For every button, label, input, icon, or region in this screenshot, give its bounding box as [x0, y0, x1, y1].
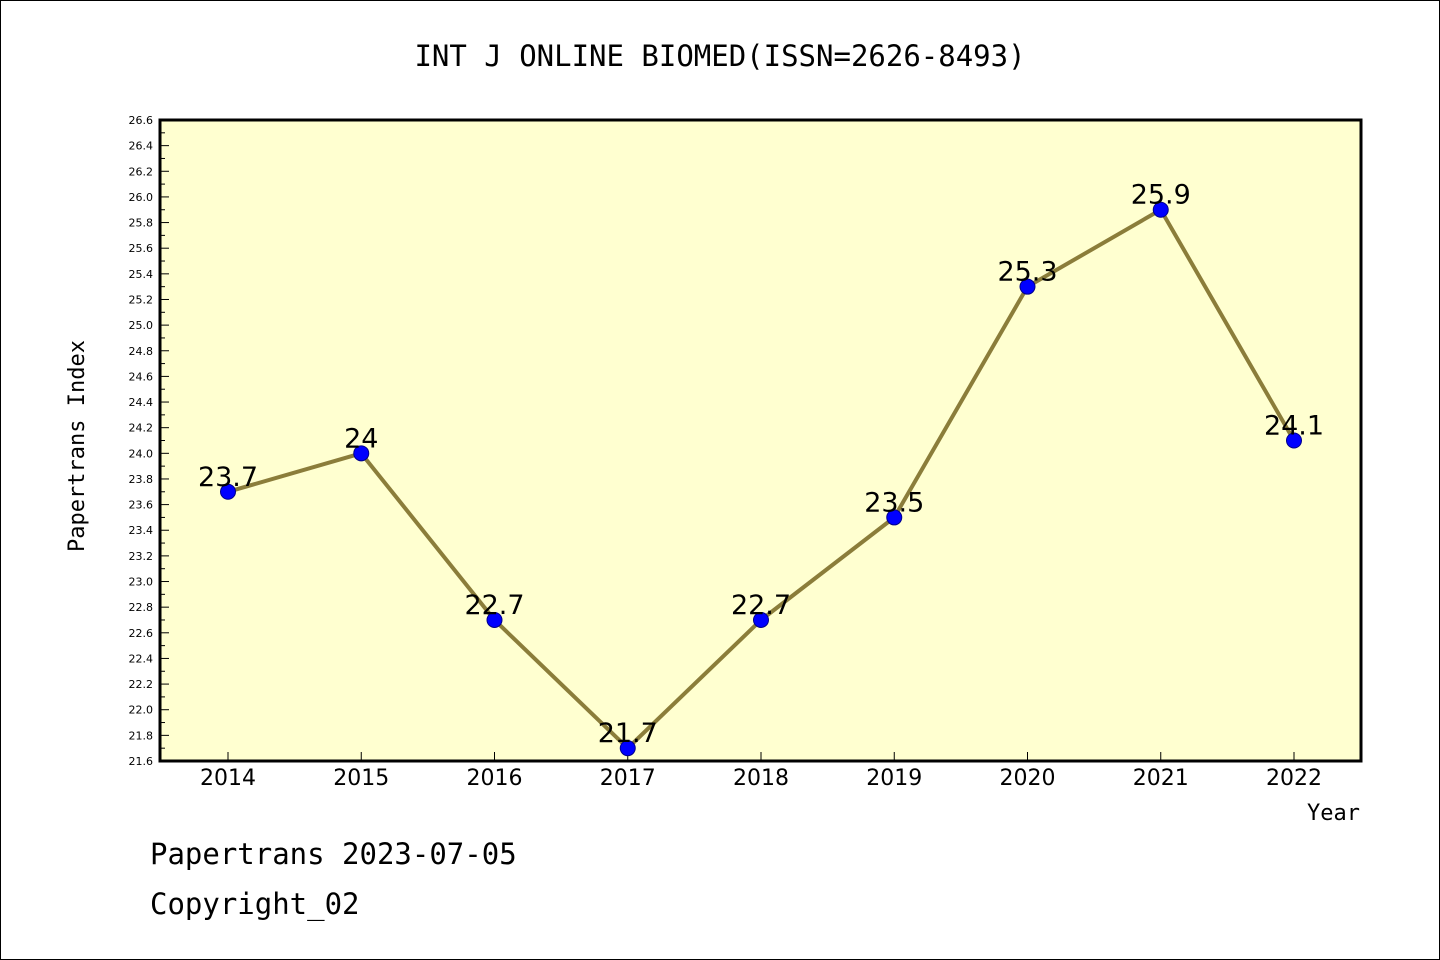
footer-date: Papertrans 2023-07-05 — [150, 837, 517, 871]
y-tick-label: 21.6 — [129, 755, 154, 768]
data-labels: 23.7 24 22.7 21.7 22.7 23.5 25.3 25.9 24.1 — [198, 180, 1324, 749]
y-tick-label: 23.4 — [129, 524, 154, 537]
plot-area — [160, 120, 1361, 761]
x-tick-label: 2017 — [600, 766, 656, 791]
x-tick-label: 2018 — [733, 766, 789, 791]
data-label: 24 — [344, 423, 378, 454]
y-axis-label: Papertrans Index — [65, 340, 90, 552]
data-label: 22.7 — [464, 590, 524, 621]
footer-copyright: Copyright_02 — [150, 887, 360, 922]
y-tick-label: 22.8 — [129, 601, 154, 614]
data-point-marker — [220, 483, 236, 500]
y-tick-label: 22.4 — [129, 652, 154, 665]
y-tick-label: 25.6 — [129, 242, 154, 255]
y-tick-label: 24.6 — [129, 370, 154, 383]
y-tick-label: 26.4 — [129, 140, 154, 153]
data-point-marker — [886, 509, 903, 526]
y-tick-label: 26.2 — [129, 165, 154, 178]
y-tick-label: 24.4 — [129, 396, 154, 409]
data-point-marker — [1019, 278, 1036, 295]
series-markers — [220, 201, 1302, 757]
y-tick-label: 21.8 — [129, 729, 154, 742]
data-point-marker — [619, 740, 636, 757]
y-tick-label: 26.0 — [129, 191, 154, 204]
y-tick-label: 26.6 — [129, 114, 154, 127]
data-label: 25.9 — [1131, 180, 1191, 211]
y-tick-label: 22.2 — [129, 678, 154, 691]
y-tick-label: 25.4 — [129, 268, 154, 281]
y-tick-label: 25.2 — [129, 293, 154, 306]
x-tick-label: 2019 — [866, 766, 922, 791]
data-label: 25.3 — [997, 257, 1057, 288]
data-label: 22.7 — [731, 590, 791, 621]
chart-title: INT J ONLINE BIOMED(ISSN=2626-8493) — [414, 39, 1025, 73]
data-point-marker — [1286, 432, 1302, 449]
data-point-marker — [753, 611, 769, 628]
plot-border — [158, 118, 1363, 763]
data-label: 21.7 — [598, 718, 658, 749]
x-tick-label: 2014 — [200, 766, 256, 791]
data-point-marker — [353, 445, 370, 462]
y-tick-label: 24.2 — [129, 422, 154, 435]
x-tick-label: 2016 — [467, 766, 523, 791]
data-point-marker — [486, 611, 503, 628]
y-tick-label: 25.0 — [129, 319, 154, 332]
x-axis: 2014 2015 2016 2017 2018 2019 2020 2021 2022 — [200, 752, 1322, 791]
data-point-marker — [1152, 201, 1169, 218]
y-tick-label: 25.8 — [129, 217, 154, 230]
data-label: 23.7 — [198, 462, 258, 493]
y-tick-label: 23.2 — [129, 550, 154, 563]
y-tick-label: 24.8 — [129, 345, 154, 358]
x-tick-label: 2021 — [1133, 766, 1189, 791]
y-tick-label: 22.0 — [129, 704, 154, 717]
y-tick-label: 23.0 — [129, 576, 154, 589]
x-tick-label: 2022 — [1266, 766, 1322, 791]
data-label: 24.1 — [1264, 411, 1324, 442]
x-tick-label: 2020 — [1000, 766, 1056, 791]
data-label: 23.5 — [864, 487, 924, 518]
y-tick-label: 23.6 — [129, 499, 154, 512]
x-tick-label: 2015 — [333, 766, 389, 791]
y-tick-label: 24.0 — [129, 447, 154, 460]
y-tick-label: 23.8 — [129, 473, 154, 486]
x-axis-label: Year — [1307, 801, 1360, 826]
y-tick-label: 22.6 — [129, 627, 154, 640]
